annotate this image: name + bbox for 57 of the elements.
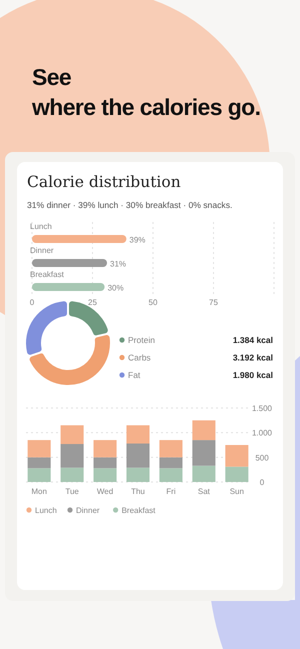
bar	[192, 466, 216, 482]
legend-label: Protein	[128, 335, 156, 345]
x-tick-label: Fri	[166, 487, 176, 496]
bar	[60, 425, 84, 444]
x-tick-label: 75	[209, 298, 218, 307]
bar	[126, 468, 150, 482]
y-tick-label: 1.000	[252, 428, 273, 438]
bar	[32, 235, 126, 243]
bar	[28, 457, 51, 468]
bar	[32, 283, 105, 291]
bar	[28, 440, 51, 458]
text: See where the calories go.	[31, 64, 260, 120]
legend-label: Dinner	[76, 506, 100, 515]
x-tick-label: Sun	[230, 487, 244, 496]
y-tick-label: 1.500	[252, 404, 273, 413]
y-tick-label: 0	[260, 478, 265, 487]
bar	[94, 457, 117, 468]
x-tick-label: 25	[88, 298, 98, 307]
bar	[126, 425, 150, 444]
x-tick-label: Tue	[65, 487, 80, 496]
y-tick-label: Dinner	[30, 246, 54, 255]
data-label: 1.384 kcal	[232, 335, 273, 345]
data-label: 30%	[108, 284, 124, 292]
bar	[32, 259, 108, 267]
bar	[192, 440, 216, 466]
bar	[60, 444, 84, 468]
y-tick-label: Lunch	[30, 222, 52, 231]
bar	[126, 444, 150, 468]
bar	[225, 466, 248, 482]
bar	[94, 468, 117, 482]
data-label: 31%	[110, 260, 126, 268]
bar	[192, 420, 216, 440]
legend-label: Breakfast	[122, 506, 156, 515]
legend-label: Carbs	[128, 352, 151, 362]
data-label: 3.192 kcal	[232, 352, 273, 362]
x-tick-label: Thu	[131, 487, 145, 496]
legend-label: Fat	[128, 370, 141, 380]
x-tick-label: Wed	[96, 487, 114, 496]
y-tick-label: Breakfast	[30, 270, 65, 279]
bar	[159, 440, 182, 458]
donut-slice	[30, 335, 110, 385]
bar	[60, 468, 84, 482]
bar	[159, 468, 182, 482]
x-tick-label: Sat	[198, 487, 211, 496]
donut-slice	[26, 301, 67, 355]
bar	[28, 468, 51, 482]
y-tick-label: 500	[255, 453, 270, 462]
x-tick-label: Mon	[31, 487, 47, 496]
x-tick-label: 50	[148, 298, 158, 307]
bar	[159, 457, 182, 468]
chart-title: Calorie distribution	[27, 173, 181, 191]
data-label: 39%	[129, 236, 146, 244]
bar	[225, 445, 248, 467]
chart-subtitle: 31% dinner · 39% lunch · 30% breakfast · 0% snacks.	[27, 200, 232, 210]
data-label: 1.980 kcal	[232, 370, 273, 380]
bar	[94, 440, 117, 458]
donut-slice	[69, 301, 108, 336]
